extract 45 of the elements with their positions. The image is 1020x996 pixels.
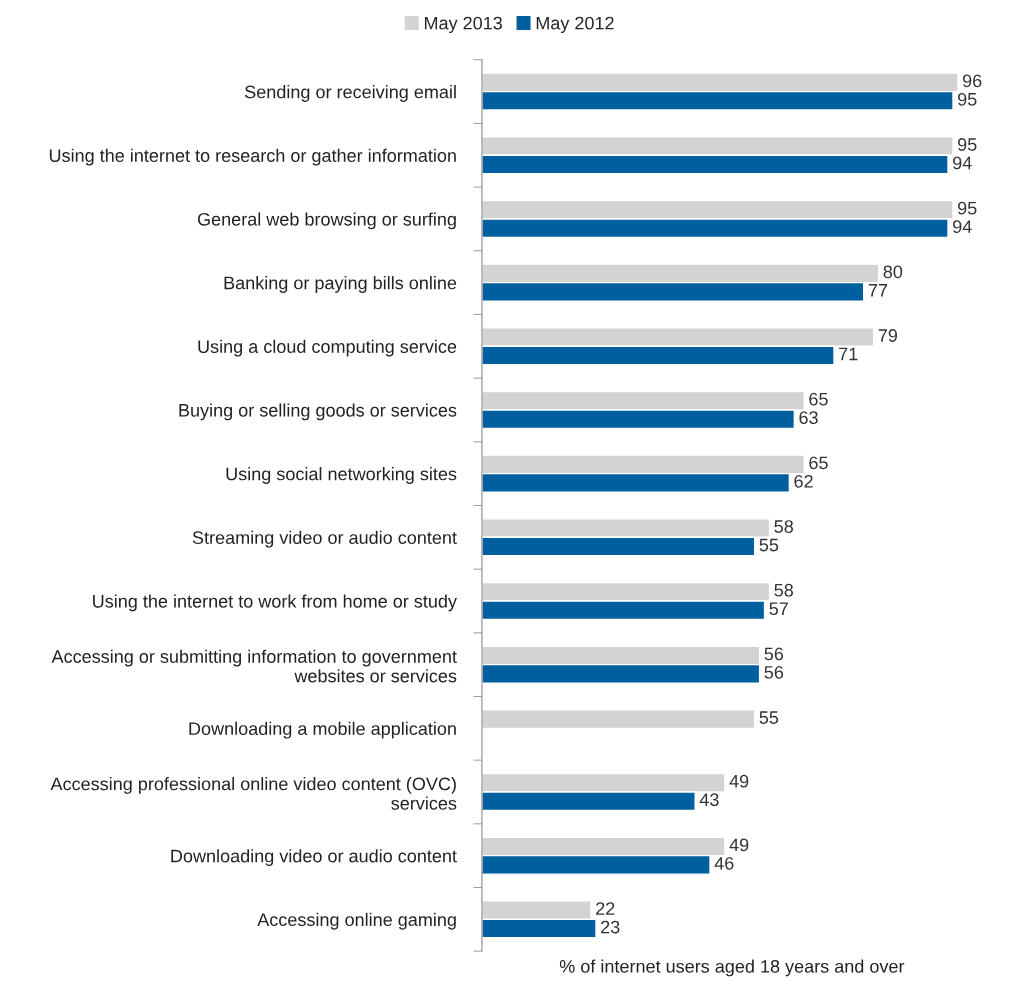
data-label: 95 <box>958 92 977 106</box>
data-label: 96 <box>962 74 982 88</box>
data-label: 49 <box>729 838 749 852</box>
y-tick-label: Using the internet to research or gather information <box>49 148 456 166</box>
legend-label: May 2013 <box>424 16 502 34</box>
data-label: 77 <box>868 284 888 297</box>
data-label: 22 <box>596 902 615 915</box>
data-label: 57 <box>769 602 788 616</box>
y-tick-label: Downloading a mobile application <box>189 721 456 739</box>
y-tick-label: Buying or selling goods or services <box>179 403 457 421</box>
data-label: 58 <box>774 583 793 597</box>
y-tick-label: Downloading video or audio content <box>171 849 457 866</box>
data-label: 56 <box>764 665 784 679</box>
data-label: 43 <box>699 793 719 807</box>
data-label: 95 <box>958 138 977 151</box>
data-label: 71 <box>839 347 858 361</box>
x-axis-title: % of internet users aged 18 years and over <box>559 959 905 977</box>
data-label: 94 <box>953 156 972 170</box>
data-label: 23 <box>601 920 620 934</box>
legend-label: May 2012 <box>536 16 614 34</box>
data-label: 56 <box>764 647 784 661</box>
data-label: 58 <box>774 520 793 533</box>
data-label: 55 <box>759 538 779 552</box>
data-label: 95 <box>958 201 977 215</box>
y-tick-label: Banking or paying bills online <box>224 276 457 293</box>
bar <box>481 709 756 730</box>
data-label: 62 <box>794 474 813 488</box>
y-tick-label: Using a cloud computing service <box>198 339 457 357</box>
y-tick-label: Accessing or submitting information to government websites or services <box>51 649 457 683</box>
data-label: 94 <box>953 220 972 234</box>
y-tick-label: Sending or receiving email <box>245 85 456 102</box>
data-label: 49 <box>729 774 749 788</box>
data-label: 55 <box>759 711 779 724</box>
data-label: 63 <box>799 411 818 425</box>
data-label: 46 <box>714 856 734 870</box>
y-tick-label: Using social networking sites <box>226 467 457 484</box>
y-tick-label: Using the internet to work from home or study <box>93 594 457 612</box>
data-label: 65 <box>809 456 828 470</box>
y-tick-label: Accessing professional online video content (OVC) services <box>50 777 457 810</box>
data-label: 79 <box>878 329 898 342</box>
y-tick-label: Streaming video or audio content <box>192 530 457 548</box>
y-tick-label: General web browsing or surfing <box>197 212 456 230</box>
y-tick-label: Accessing online gaming <box>257 912 456 930</box>
data-label: 80 <box>883 265 903 279</box>
data-label: 65 <box>809 392 828 406</box>
